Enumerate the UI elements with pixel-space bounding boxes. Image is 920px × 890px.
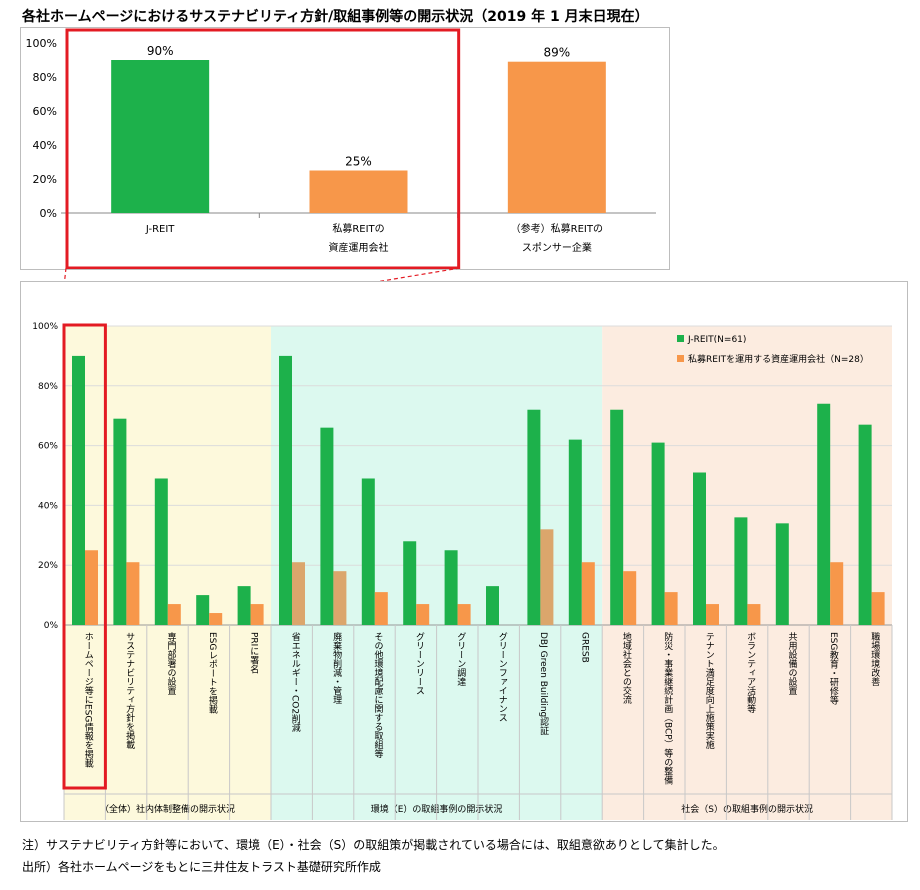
bottom-chart-panel: （全体）社内体制整備の開示状況 環境（E）の取組事例の開示状況 社会（S）の取組事例… xyxy=(20,281,908,822)
highlight-box xyxy=(62,323,107,790)
bar-jreit xyxy=(196,595,210,625)
bar-jreit xyxy=(775,523,789,625)
bar-private-reit xyxy=(706,604,719,625)
bar-private-reit xyxy=(623,571,637,625)
category-label: スポンサー企業 xyxy=(522,241,592,254)
category-label: 職場環境改善 xyxy=(869,632,880,686)
category-label: 防災・事業継続計画（BCP）等の整備 xyxy=(662,631,673,786)
bar-jreit xyxy=(279,355,292,625)
category-label: 共用設備の設置 xyxy=(787,632,798,695)
source-note: 出所）各社ホームページをもとに三井住友トラスト基礎研究所作成 xyxy=(22,860,381,874)
bar-jreit xyxy=(320,427,334,625)
bar-private-reit xyxy=(581,562,595,625)
bar-jreit xyxy=(361,478,375,625)
bar-private-reit xyxy=(457,604,471,625)
bar-jreit xyxy=(734,517,748,625)
bar-jreit xyxy=(610,409,624,625)
y-tick-label: 80% xyxy=(33,71,57,84)
y-tick-label: 60% xyxy=(33,105,57,118)
category-label: PRIに署名 xyxy=(248,632,258,674)
category-label: DBJ Green Building認証 xyxy=(538,632,549,736)
category-label: ESG教育・研修等 xyxy=(828,632,839,704)
category-label: サステナビリティ方針を掲載 xyxy=(124,632,135,750)
y-tick-label: 0% xyxy=(40,207,57,220)
bar-private-reit xyxy=(747,604,761,625)
category-label: ホームページ等にESG情報を掲載 xyxy=(83,632,94,768)
data-label: 89% xyxy=(543,46,570,60)
category-label: ボランティア活動等 xyxy=(745,632,756,713)
category-label: J-REIT xyxy=(145,224,175,235)
category-label: テナント満足度向上施策実施 xyxy=(704,632,715,750)
bar xyxy=(111,60,210,213)
bar-jreit xyxy=(568,439,582,625)
y-tick-label: 100% xyxy=(32,322,58,332)
bar-jreit xyxy=(237,586,251,625)
bar-private-reit xyxy=(85,550,98,625)
bar-jreit xyxy=(403,541,417,625)
category-label: 省エネルギー・CO2削減 xyxy=(290,631,301,733)
y-tick-label: 40% xyxy=(33,139,57,152)
legend-swatch-jreit xyxy=(677,335,684,342)
category-label: （参考）私募REITの xyxy=(511,222,603,235)
bottom-bar-chart: （全体）社内体制整備の開示状況 環境（E）の取組事例の開示状況 社会（S）の取組事例… xyxy=(32,322,893,820)
category-label: 資産運用会社 xyxy=(329,241,389,254)
bar-private-reit xyxy=(250,604,264,625)
legend-label-private-reit: 私募REITを運用する資産運用会社（N=28） xyxy=(688,353,869,365)
category-label: グリーンファイナンス xyxy=(497,632,508,722)
bar-jreit xyxy=(527,409,541,625)
category-label: グリーンリース xyxy=(414,632,425,695)
bar-jreit xyxy=(486,586,499,625)
category-label: ESGレポートを掲載 xyxy=(207,632,218,714)
bar-private-reit xyxy=(540,529,554,625)
page-title: 各社ホームページにおけるサステナビリティ方針/取組事例等の開示状況（2019 年… xyxy=(22,9,649,25)
y-tick-label: 100% xyxy=(26,37,57,50)
legend-swatch-private-reit xyxy=(677,355,684,362)
data-label: 25% xyxy=(345,155,372,169)
bar-private-reit xyxy=(126,562,140,625)
bar-jreit xyxy=(154,478,168,625)
bar-jreit xyxy=(444,550,458,625)
y-tick-label: 80% xyxy=(38,382,58,392)
top-bar-chart: 0% 20% 40% 60% 80% 100% 90% J-REIT 25% 私募REITの資産運… xyxy=(26,28,656,270)
y-tick-label: 20% xyxy=(33,173,57,186)
y-tick-label: 60% xyxy=(38,442,58,452)
group-label: （全体）社内体制整備の開示状況 xyxy=(100,803,235,815)
bar-jreit xyxy=(113,418,127,625)
legend-label-jreit: J-REIT(N=61) xyxy=(687,335,746,345)
bar-private-reit xyxy=(416,604,430,625)
bar-jreit xyxy=(817,403,831,625)
category-label: 専門部署の設置 xyxy=(166,631,177,695)
bar-private-reit xyxy=(167,604,181,625)
bar xyxy=(507,61,606,214)
y-tick-label: 20% xyxy=(38,561,58,571)
category-label: グリーン調達 xyxy=(455,632,466,686)
group-label: 社会（S）の取組事例の開示状況 xyxy=(681,803,813,815)
category-label: 地域社会との交流 xyxy=(621,631,632,705)
bar-jreit xyxy=(693,472,706,625)
bar-jreit xyxy=(858,424,872,625)
y-tick-label: 0% xyxy=(44,621,59,631)
category-label: 廃棄物削減・管理 xyxy=(331,631,342,704)
bar-private-reit xyxy=(292,562,305,625)
bar-private-reit xyxy=(664,592,678,625)
data-label: 90% xyxy=(147,44,174,58)
bar-private-reit xyxy=(209,613,223,625)
footnote: 注）サステナビリティ方針等において、環境（E）・社会（S）の取組策が掲載されてい… xyxy=(22,838,725,852)
bar-private-reit xyxy=(333,571,347,625)
category-label: その他環境配慮に関する取組等 xyxy=(373,632,384,758)
bar-jreit xyxy=(72,355,85,625)
bar-private-reit xyxy=(830,562,844,625)
bar-private-reit xyxy=(871,592,885,625)
category-label: 私募REITの xyxy=(332,222,384,235)
bar-private-reit xyxy=(374,592,388,625)
top-chart-panel: 0% 20% 40% 60% 80% 100% 90% J-REIT 25% 私募REITの 資産運… xyxy=(20,27,670,270)
y-tick-label: 40% xyxy=(38,501,58,511)
bar-jreit xyxy=(651,442,665,625)
category-label: GRESB xyxy=(580,632,590,663)
bar xyxy=(309,170,408,213)
